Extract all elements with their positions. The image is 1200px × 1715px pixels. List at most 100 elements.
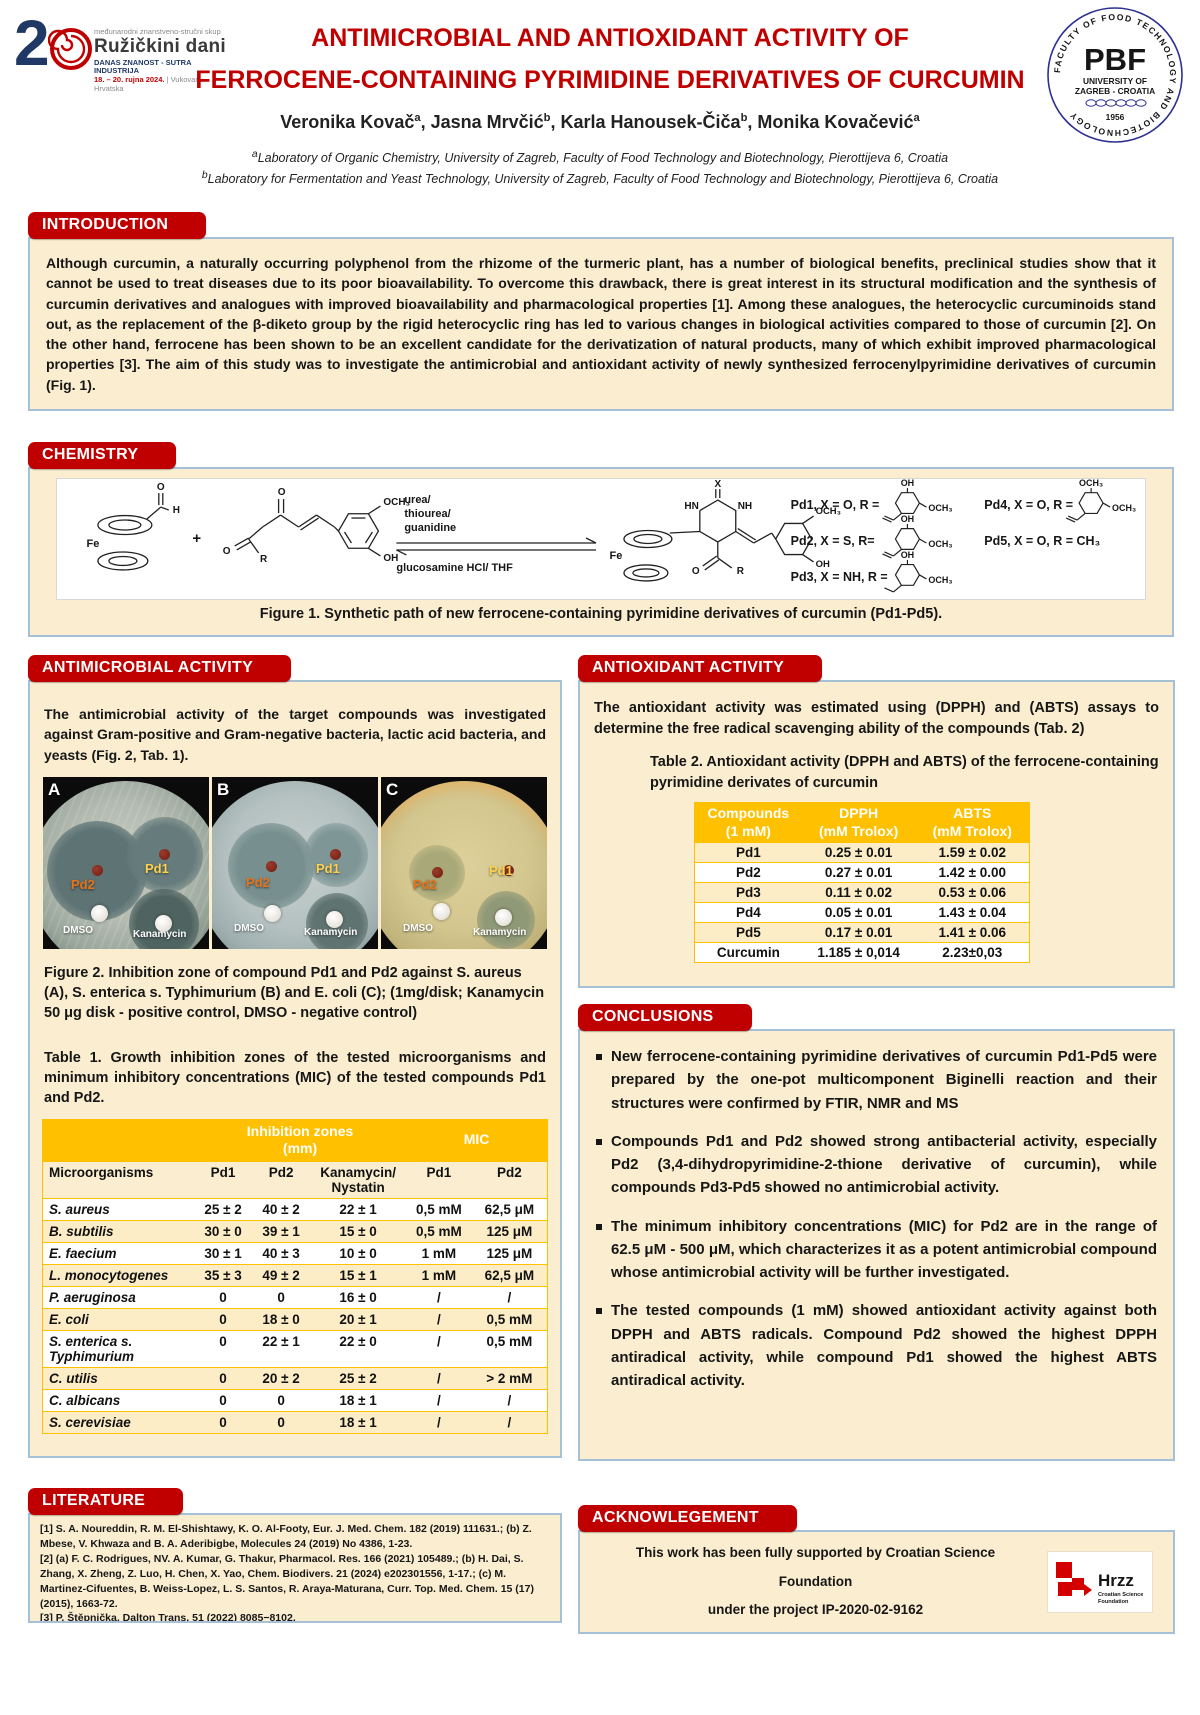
- compound-spot: [159, 848, 170, 860]
- svg-text:guanidine: guanidine: [404, 522, 456, 534]
- conclusion-item: New ferrocene-containing pyrimidine deri…: [596, 1045, 1157, 1115]
- svg-text:1956: 1956: [1106, 112, 1125, 122]
- conference-date: 18. – 20. rujna 2024.: [94, 75, 165, 85]
- author: Jasna Mrvčić: [430, 112, 544, 132]
- panel-letter: A: [48, 779, 61, 799]
- table1-header-row: Microorganisms Pd1 Pd2 Kanamycin/ Nystat…: [42, 1160, 548, 1199]
- table-row: S. cerevisiae 0 0 18 ± 1//: [42, 1410, 548, 1434]
- table-row: Pd3 0.11 ± 0.02 0.53 ± 0.06: [694, 882, 1030, 903]
- introduction-heading: INTRODUCTION: [28, 212, 207, 239]
- svg-text:OCH₃: OCH₃: [1079, 479, 1103, 488]
- svg-text:R: R: [737, 566, 744, 577]
- svg-text:OH: OH: [383, 553, 398, 564]
- dmso-disk: [91, 904, 108, 922]
- conclusion-item: The tested compounds (1 mM) showed antio…: [596, 1299, 1157, 1392]
- table1-band-mic: MIC: [406, 1119, 548, 1162]
- compound-spot: [432, 866, 443, 878]
- table1-title: Table 1. Growth inhibition zones of the …: [44, 1049, 546, 1107]
- table-row: E. coli 0 18 ± 0 20 ± 1/0,5 mM: [42, 1307, 548, 1331]
- svg-text:OH: OH: [901, 479, 914, 488]
- svg-text:OCH₃: OCH₃: [928, 539, 952, 549]
- reaction-scheme-drawing: O H Fe +: [87, 479, 1136, 593]
- hrzz-logo: Hrzz Croatian Science Foundation: [1047, 1551, 1153, 1613]
- panel-letter: B: [217, 779, 230, 799]
- kanamycin-disk: [326, 910, 343, 928]
- table-row: C. albicans 0 0 18 ± 1//: [42, 1388, 548, 1412]
- svg-text:Fe: Fe: [610, 550, 623, 562]
- pd-definitions: Pd1, X = O, R = OH OCH₃ Pd2, X = S, R=: [791, 479, 1136, 593]
- bullet-square-icon: [596, 1054, 602, 1060]
- ferrocene-aldehyde-structure: [97, 493, 170, 571]
- svg-text:Hrzz: Hrzz: [1098, 1571, 1134, 1590]
- table-row: Curcumin 1.185 ± 0,014 2.23±0,03: [694, 942, 1030, 963]
- bullet-square-icon: [596, 1223, 602, 1230]
- table1-band-row: Inhibition zones (mm) MIC: [42, 1119, 548, 1162]
- author: Monika Kovačević: [757, 112, 914, 132]
- antimicrobial-heading: ANTIMICROBIAL ACTIVITY: [28, 655, 292, 682]
- svg-text:O: O: [157, 482, 165, 493]
- authors-line: Veronika Kovača, Jasna Mrvčićb, Karla Ha…: [280, 112, 920, 132]
- table1-inhibition-zones: Inhibition zones (mm) MIC Microorganisms…: [42, 1118, 548, 1434]
- reference-1: [1] S. A. Noureddin, R. M. El-Shishtawy,…: [40, 1523, 532, 1550]
- right-column: ANTIOXIDANT ACTIVITY The antioxidant act…: [578, 655, 1175, 1634]
- pd5-label: Pd5, X = O, R = CH₃: [984, 534, 1100, 548]
- svg-text:Foundation: Foundation: [1098, 1599, 1129, 1605]
- svg-text:HN: HN: [684, 501, 698, 512]
- figure2-caption: Figure 2. Inhibition zone of compound Pd…: [44, 964, 545, 1022]
- conclusion-item: Compounds Pd1 and Pd2 showed strong anti…: [596, 1130, 1157, 1200]
- svg-text:urea/: urea/: [404, 494, 430, 506]
- dmso-disk: [433, 902, 450, 920]
- conference-subtitle: DANAS ZNANOST - SUTRA INDUSTRIJA: [94, 57, 192, 76]
- title-line-2: FERROCENE-CONTAINING PYRIMIDINE DERIVATI…: [195, 66, 1025, 94]
- table1-band-inhibition: Inhibition zones (mm): [194, 1119, 407, 1162]
- svg-text:OCH₃: OCH₃: [383, 497, 410, 508]
- petri-dish-photo-a: A Pd2 Pd1 DMSO Kanamycin: [43, 776, 209, 949]
- conclusions-panel: New ferrocene-containing pyrimidine deri…: [578, 1029, 1175, 1461]
- svg-text:O: O: [223, 546, 231, 557]
- reaction-arrow: [396, 537, 597, 556]
- antimicrobial-panel: The antimicrobial activity of the target…: [28, 680, 562, 1458]
- antioxidant-panel: The antioxidant activity was estimated u…: [578, 680, 1175, 988]
- conference-venue: | Vukovar, Hrvatska: [94, 75, 200, 93]
- figure1-caption: Figure 1. Synthetic path of new ferrocen…: [259, 606, 943, 622]
- dmso-disk: [264, 904, 281, 922]
- conference-logo: 2 međunarodni znanstveno-stručni skup Ru…: [14, 7, 229, 98]
- figure2-petri-photos: A Pd2 Pd1 DMSO Kanamycin B Pd2 Pd1 D: [43, 776, 547, 949]
- svg-text:O: O: [278, 487, 286, 498]
- table2-header-row: Compounds (1 mM) DPPH (mM Trolox) ABTS (…: [694, 802, 1030, 843]
- chemistry-section: CHEMISTRY O H Fe +: [28, 442, 1174, 637]
- rose-spiral-icon: [48, 28, 92, 70]
- author: Karla Hanousek-Čiča: [560, 112, 741, 132]
- svg-text:OCH₃: OCH₃: [1112, 503, 1136, 513]
- conference-logo-20-mark: 2: [14, 7, 92, 92]
- table-row: S. enterica s. Typhimurium 0 22 ± 1 22 ± 0/…: [42, 1329, 548, 1368]
- svg-text:H: H: [173, 505, 180, 516]
- acknowledgement-text: This work has been fully supported by Cr…: [635, 1545, 996, 1618]
- affiliation-b: bLaboratory for Fermentation and Yeast T…: [201, 169, 999, 187]
- conference-dateline: 18. – 20. rujna 2024. | Vukovar, Hrvatsk…: [94, 76, 229, 93]
- antioxidant-body: The antioxidant activity was estimated u…: [594, 700, 1159, 738]
- pbf-chain-ornament: [1085, 99, 1147, 107]
- svg-text:+: +: [192, 530, 201, 547]
- logo-numeral: 2: [14, 7, 50, 79]
- chemistry-heading: CHEMISTRY: [28, 442, 177, 469]
- table-row: B. subtilis 30 ± 0 39 ± 1 15 ± 0 0,5 mM 125 μ…: [42, 1219, 548, 1243]
- conference-logo-text: međunarodni znanstveno-stručni skup Ruži…: [94, 12, 229, 93]
- table-row: Pd4 0.05 ± 0.01 1.43 ± 0.04: [694, 902, 1030, 923]
- table-row: Pd2 0.27 ± 0.01 1.42 ± 0.00: [694, 862, 1030, 883]
- reaction-scheme-figure: O H Fe +: [56, 478, 1146, 600]
- conclusion-item: The minimum inhibitory concentrations (M…: [596, 1215, 1157, 1285]
- svg-text:NH: NH: [738, 501, 752, 512]
- acknowledgement-panel: This work has been fully supported by Cr…: [578, 1530, 1175, 1634]
- introduction-section: INTRODUCTION Although curcumin, a natura…: [28, 212, 1174, 411]
- conference-name: Ružičkini dani: [94, 36, 226, 58]
- pd3-label: Pd3, X = NH, R =: [791, 570, 888, 584]
- pyrimidine-product-structure: [623, 489, 814, 582]
- conclusions-heading: CONCLUSIONS: [578, 1004, 752, 1031]
- svg-text:R: R: [260, 554, 267, 565]
- svg-text:thiourea/: thiourea/: [404, 508, 450, 520]
- table2-antioxidant: Compounds (1 mM) DPPH (mM Trolox) ABTS (…: [694, 802, 1030, 964]
- antimicrobial-body: The antimicrobial activity of the target…: [44, 706, 546, 763]
